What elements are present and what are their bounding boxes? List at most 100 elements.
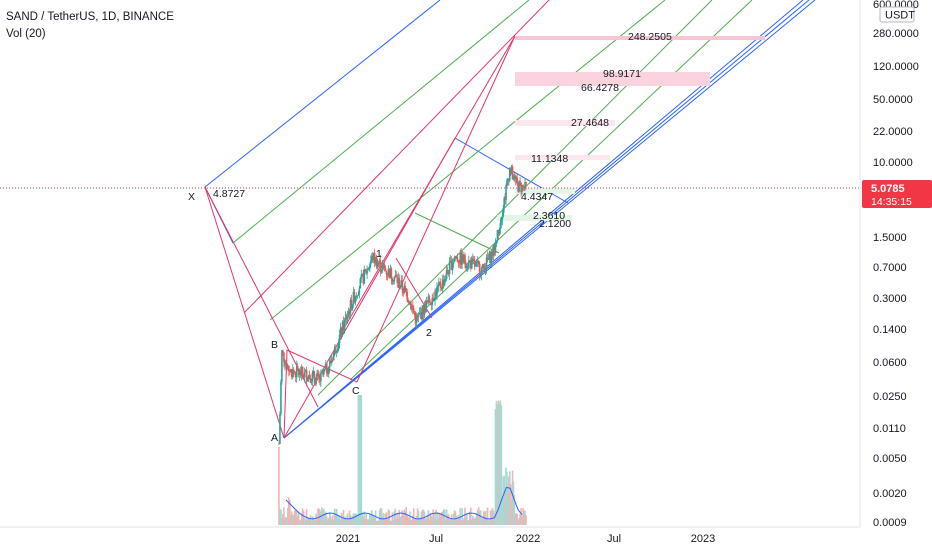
volume-bar [466, 513, 468, 525]
volume-bar [430, 516, 433, 525]
currency-badge[interactable]: USDT [879, 6, 915, 23]
candle [353, 291, 356, 303]
price-tag-countdown: 14:35:15 [871, 196, 912, 208]
candle [308, 375, 311, 379]
price-axis[interactable]: 600.0000 280.0000 120.0000 50.0000 22.0000 10… [873, 0, 919, 529]
volume-bar [421, 509, 424, 525]
candle [291, 369, 294, 378]
volume-bar [322, 510, 324, 525]
candle [331, 359, 334, 361]
volume-bar [431, 517, 434, 525]
candle [460, 252, 462, 265]
candle [403, 285, 406, 293]
volume-bar [477, 507, 480, 525]
volume-bar [524, 510, 526, 525]
candle [280, 381, 282, 415]
candle [439, 283, 442, 288]
volume-bar [370, 515, 372, 525]
volume-bar [440, 512, 443, 525]
volume-bar [405, 507, 407, 525]
volume-bar [469, 507, 472, 525]
fib-boxes [497, 36, 765, 221]
candle [397, 278, 400, 284]
volume-bar [336, 516, 339, 525]
candle [370, 255, 373, 261]
candle [354, 296, 357, 303]
candle [422, 305, 425, 315]
volume-bar [446, 514, 449, 525]
candle [507, 179, 509, 181]
price-tick-label: 0.0250 [873, 391, 907, 403]
volume-bar [298, 520, 301, 525]
candle [497, 230, 500, 235]
volume-bar [307, 517, 310, 525]
candle [486, 257, 489, 260]
volume-bar [295, 510, 298, 525]
candle [324, 368, 326, 370]
volume-bar [304, 519, 307, 525]
volume-bar [341, 516, 344, 525]
volume-bar [285, 517, 287, 525]
candle [420, 312, 423, 319]
candle [381, 265, 384, 271]
candle [470, 258, 473, 269]
candle [312, 371, 315, 374]
candle [328, 360, 331, 368]
candle [309, 378, 312, 383]
candle [396, 276, 399, 284]
candle [519, 181, 521, 183]
candle [473, 261, 476, 267]
candle [287, 365, 289, 369]
volume-bar [345, 519, 348, 525]
volume-bar [438, 518, 440, 525]
volume-bar [473, 519, 476, 525]
volume-bar [284, 518, 286, 525]
volume-bar [369, 514, 371, 525]
candle [508, 179, 510, 181]
volume-bar [320, 512, 322, 525]
candle [278, 443, 280, 445]
candle [293, 372, 296, 374]
volume-bar [464, 507, 466, 525]
candle [298, 370, 301, 376]
candle [341, 321, 344, 336]
volume-bar [348, 510, 351, 525]
volume-bar [451, 519, 454, 525]
candle [508, 167, 511, 181]
candle [467, 266, 469, 267]
volume-bar [337, 517, 340, 525]
volume-bar [470, 519, 473, 525]
volume-bar [333, 508, 336, 525]
candle [358, 288, 361, 295]
candle [440, 287, 443, 290]
candle [316, 373, 318, 377]
candle [412, 308, 415, 313]
volume-indicator-label[interactable]: Vol (20) [6, 28, 46, 40]
candle [325, 363, 327, 369]
candle [362, 273, 365, 284]
price-series [278, 164, 527, 445]
volume-bar [434, 518, 436, 525]
fork-lines-green [232, 0, 753, 396]
volume-bar [444, 519, 447, 525]
volume-bar [330, 519, 333, 525]
volume-bar [410, 519, 412, 525]
time-axis[interactable]: 2021 Jul 2022 Jul 2023 [336, 533, 715, 545]
candle [503, 197, 506, 209]
candle [410, 302, 412, 310]
candle [506, 180, 508, 186]
candle [333, 346, 336, 353]
candle [296, 366, 299, 371]
candle [477, 261, 480, 265]
volume-bar [458, 517, 461, 525]
candle [321, 372, 323, 374]
fib-label-2-12: 2.1200 [539, 218, 571, 230]
candle [515, 177, 518, 180]
symbol-title[interactable]: SAND / TetherUS, 1D, BINANCE [6, 11, 174, 23]
volume-bar [480, 517, 483, 525]
candle [501, 216, 504, 220]
pivot-c: C [352, 385, 360, 397]
volume-bar [485, 517, 488, 525]
